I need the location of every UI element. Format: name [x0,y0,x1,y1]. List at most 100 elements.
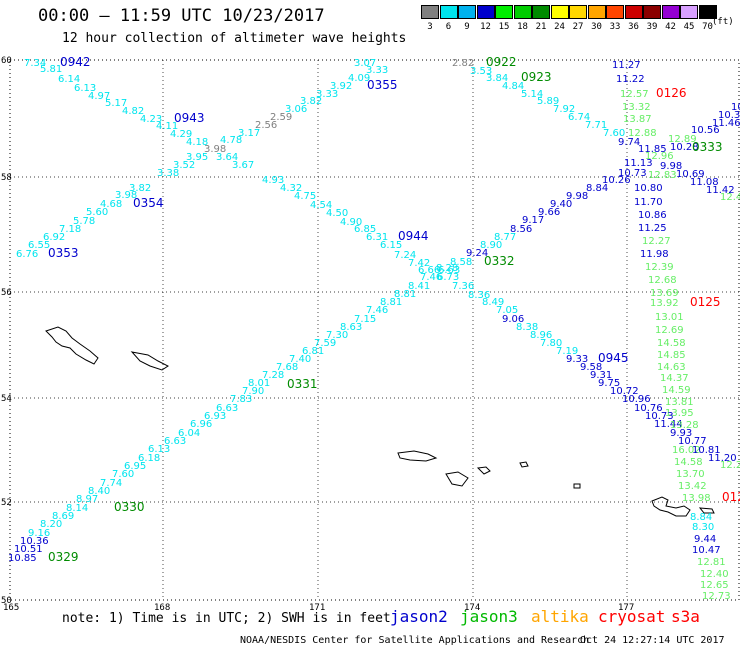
wave-height-value: 9.75 [598,378,620,389]
pass-time-label: 0124 [722,490,740,504]
wave-height-value: 5.78 [73,216,95,227]
island-tanaga [573,483,581,489]
island-atka [698,507,715,514]
wave-height-value: 3.84 [486,73,508,84]
legend-label: 9 [464,22,470,32]
legend-swatch [661,5,680,19]
wave-height-value: 7.19 [556,346,578,357]
legend-swatch [550,5,569,19]
wave-height-value: 10.73 [618,168,647,179]
wave-height-value: 9.98 [566,191,588,202]
wave-height-value: 5.81 [40,64,62,75]
pass-time-label: 0943 [174,111,205,125]
wave-height-value: 6.96 [190,419,212,430]
wave-height-value: 6.92 [43,232,65,243]
legend-swatch [643,5,661,19]
lat-tick-label: 58 [1,173,12,183]
wave-height-value: 11.98 [640,249,669,260]
map-subtitle: 12 hour collection of altimeter wave hei… [62,31,407,46]
wave-height-value: 6.15 [380,240,402,251]
wave-height-value: 7.90 [242,386,264,397]
wave-height-value: 9.24 [466,248,488,259]
wave-height-value: 7.15 [354,314,376,325]
coastline [45,326,715,517]
wave-height-value: 13.32 [622,102,651,113]
wave-height-value: 8.14 [66,503,88,514]
pass-time-label: 0333 [692,140,723,154]
legend-label: 45 [683,22,695,32]
wave-height-value: 9.31 [590,370,612,381]
pass-time-label: 0331 [287,377,318,391]
legend-swatch [569,5,587,19]
lat-tick-label: 52 [1,498,12,508]
wave-height-value: 13.28 [670,420,699,431]
lat-tick-label: 56 [1,288,12,298]
wave-height-value: 10 [731,102,740,113]
wave-height-value: 9.93 [670,428,692,439]
wave-height-value: 6.63 [216,403,238,414]
lon-tick-label: 174 [464,603,480,610]
wave-height-value: 11.25 [638,223,667,234]
wave-height-value: 6.18 [138,453,160,464]
legend-swatch [421,5,439,19]
wave-height-value: 3.98 [204,144,226,155]
wave-height-value: 10.86 [638,210,667,221]
pass-time-label: 0354 [133,196,164,210]
wave-height-value: 5.14 [521,89,543,100]
wave-height-value: 11.27 [612,60,641,71]
wave-height-value: 6.81 [302,346,324,357]
wave-height-value: 6.14 [58,74,80,85]
legend-swatch [680,5,698,19]
wave-height-value: 6.63 [164,436,186,447]
wave-height-value: 12.40 [700,569,729,580]
legend-label: 15 [498,22,510,32]
wave-height-value: 10.72 [610,386,639,397]
wave-height-value: 12.57 [620,89,649,100]
map-title: 00:00 – 11:59 UTC 10/23/2017 [38,6,325,26]
wave-height-value: 6.66 [418,265,440,276]
wave-height-value: 7.68 [276,362,298,373]
wave-height-value: 12.89 [668,134,697,145]
wave-height-value: 2.82 [452,58,474,69]
pass-time-label: 0125 [690,295,721,309]
wave-height-value: 3.33 [366,65,388,76]
wave-height-value: 8.20 [40,519,62,530]
wave-height-value: 4.84 [502,81,524,92]
legend-label: 21 [535,22,547,32]
wave-height-value: 13.42 [678,481,707,492]
map-grid: 165 168 171 174 177 60 58 56 54 52 50 [1,56,740,610]
wave-height-value: 10.47 [692,545,721,556]
wave-height-value: 6.76 [16,249,38,260]
wave-height-value: 13.69 [650,288,679,299]
legend-label: 42 [665,22,676,32]
wave-height-value: 5.17 [105,98,127,109]
pass-time-label: 0922 [486,55,517,69]
wave-height-value: 7.34 [24,58,46,69]
wave-height-value: 4.90 [340,217,362,228]
island-semisopochnoi [519,461,529,468]
wave-height-value: 9.98 [660,161,682,172]
wave-height-value: 14.58 [674,457,703,468]
wave-height-value: 3.98 [115,190,137,201]
pass-time-label: 0329 [48,550,79,564]
wave-height-value: 4.93 [262,175,284,186]
wave-height-value: 9.06 [502,314,524,325]
pass-time-label: 0944 [398,229,429,243]
legend-swatch [495,5,513,19]
wave-height-value: 10.80 [634,183,663,194]
wave-height-value: 7.92 [553,104,575,115]
wave-height-value: 7.30 [326,330,348,341]
wave-height-value: 4.68 [100,199,122,210]
wave-height-value: 11.85 [638,144,667,155]
legend-swatch [587,5,606,19]
lat-tick-label: 60 [1,56,12,66]
wave-height-value: 8.63 [340,322,362,333]
wave-height-value: 9.44 [694,534,716,545]
wave-height-value: 10.26 [602,175,631,186]
wave-height-value: 6.85 [354,224,376,235]
wave-height-value: 5.89 [537,96,559,107]
wave-height-value: 7.18 [59,224,81,235]
legend-swatch [606,5,624,19]
wave-height-value: 11.42 [706,185,735,196]
legend-label: 30 [591,22,602,32]
